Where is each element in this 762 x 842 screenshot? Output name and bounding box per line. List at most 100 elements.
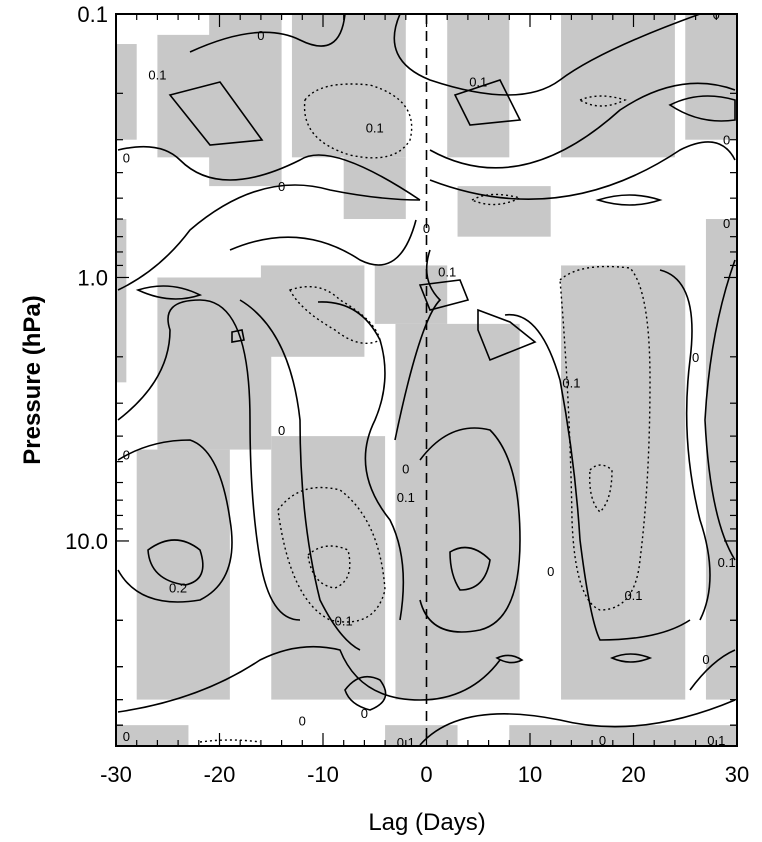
contour-line	[429, 82, 736, 169]
x-tick-label: -20	[204, 762, 236, 787]
contour-line	[704, 259, 736, 561]
contour-label: 0.1	[562, 375, 580, 390]
contour-line	[231, 329, 245, 343]
contour-label: 0	[702, 652, 709, 667]
contour-label: 0	[599, 733, 606, 748]
x-tick-label: 0	[420, 762, 432, 787]
shaded-region	[291, 14, 406, 158]
contour-label: 0	[361, 706, 368, 721]
contour-line	[610, 653, 653, 663]
shaded-region	[685, 14, 737, 140]
contour-line	[419, 699, 736, 746]
contour-label: 0.1	[624, 588, 642, 603]
shaded-region	[157, 277, 272, 450]
contour-line	[504, 313, 691, 641]
contour-line	[317, 301, 405, 621]
contour-label: 0	[123, 150, 130, 165]
contour-label: 0	[692, 350, 699, 365]
shaded-region	[447, 14, 510, 158]
contour-line	[419, 427, 521, 633]
contour-line	[393, 14, 701, 96]
x-tick-label: 10	[518, 762, 542, 787]
contour-line	[117, 184, 421, 291]
x-axis-title: Lag (Days)	[368, 809, 485, 836]
contour-line	[117, 645, 501, 713]
shaded-region	[343, 157, 406, 220]
contour-line	[344, 675, 387, 711]
negative-contour	[307, 545, 351, 589]
shaded-region	[457, 186, 551, 237]
negative-contour	[578, 95, 627, 107]
y-axis-ticks	[116, 13, 737, 747]
contour-label: 0.1	[335, 613, 353, 628]
contour-label: 0.1	[438, 265, 456, 280]
contour-label: 0.1	[366, 121, 384, 136]
contour-label: 0.1	[148, 68, 166, 83]
y-tick-label: 1.0	[77, 265, 108, 290]
contour-label: 0.1	[718, 555, 736, 570]
shaded-region	[136, 449, 230, 700]
contour-label: 0.1	[469, 74, 487, 89]
contour-label: 0	[723, 216, 730, 231]
contour-line	[668, 95, 736, 122]
contour-line	[495, 654, 524, 664]
contour-label: 0	[278, 179, 285, 194]
contour-line	[595, 194, 663, 206]
negative-contour	[199, 739, 261, 743]
contour-lines	[117, 14, 736, 746]
negative-contour	[289, 286, 381, 344]
y-tick-label: 10.0	[65, 529, 108, 554]
contour-label: 0	[123, 448, 130, 463]
contour-line	[689, 649, 736, 691]
contour-label: 0	[423, 221, 430, 236]
shaded-region	[395, 323, 520, 700]
shaded-region	[116, 219, 127, 383]
shaded-region	[561, 14, 675, 158]
contour-label: 0	[723, 133, 730, 148]
contour-line	[239, 299, 361, 651]
contour-line	[168, 81, 264, 146]
y-tick-labels: 0.1 1.0 10.0	[65, 2, 108, 554]
contour-label: 0.1	[397, 490, 415, 505]
negative-contour	[303, 83, 413, 159]
negative-contours	[199, 83, 651, 743]
contour-label: 0	[123, 729, 130, 744]
x-tick-labels: -30 -20 -10 0 10 20 30	[100, 762, 749, 787]
shaded-region	[116, 44, 137, 140]
x-axis-ticks	[115, 14, 738, 746]
significance-shading	[116, 14, 737, 746]
shaded-region	[705, 219, 737, 700]
contour-line	[135, 285, 203, 300]
contour-line	[229, 219, 417, 266]
x-tick-label: 20	[621, 762, 645, 787]
shaded-region	[271, 436, 386, 700]
contour-label: 0	[278, 423, 285, 438]
contour-label: 0	[299, 713, 306, 728]
contour-line	[147, 539, 204, 586]
contour-line	[477, 308, 537, 362]
negative-contour	[589, 464, 613, 513]
contour-line	[117, 145, 421, 201]
contour-line	[453, 79, 522, 126]
x-tick-label: -30	[100, 762, 132, 787]
contour-label: 0	[547, 564, 554, 579]
shaded-region	[116, 725, 189, 746]
contour-line	[659, 269, 711, 621]
contour-line	[449, 546, 491, 591]
contour-line	[189, 14, 346, 53]
y-tick-label: 0.1	[77, 2, 108, 27]
shaded-region	[260, 265, 365, 357]
shaded-region	[561, 265, 686, 700]
x-tick-label: -10	[307, 762, 339, 787]
shaded-region	[209, 14, 282, 187]
shaded-region	[509, 725, 737, 746]
shaded-region	[385, 725, 458, 746]
contour-line	[429, 141, 736, 200]
contour-label: 0	[402, 461, 409, 476]
contour-line	[117, 299, 301, 621]
contour-label: 0.1	[707, 733, 725, 748]
contour-line	[117, 439, 233, 603]
x-tick-label: 30	[725, 762, 749, 787]
contour-label: 0.2	[169, 580, 187, 595]
